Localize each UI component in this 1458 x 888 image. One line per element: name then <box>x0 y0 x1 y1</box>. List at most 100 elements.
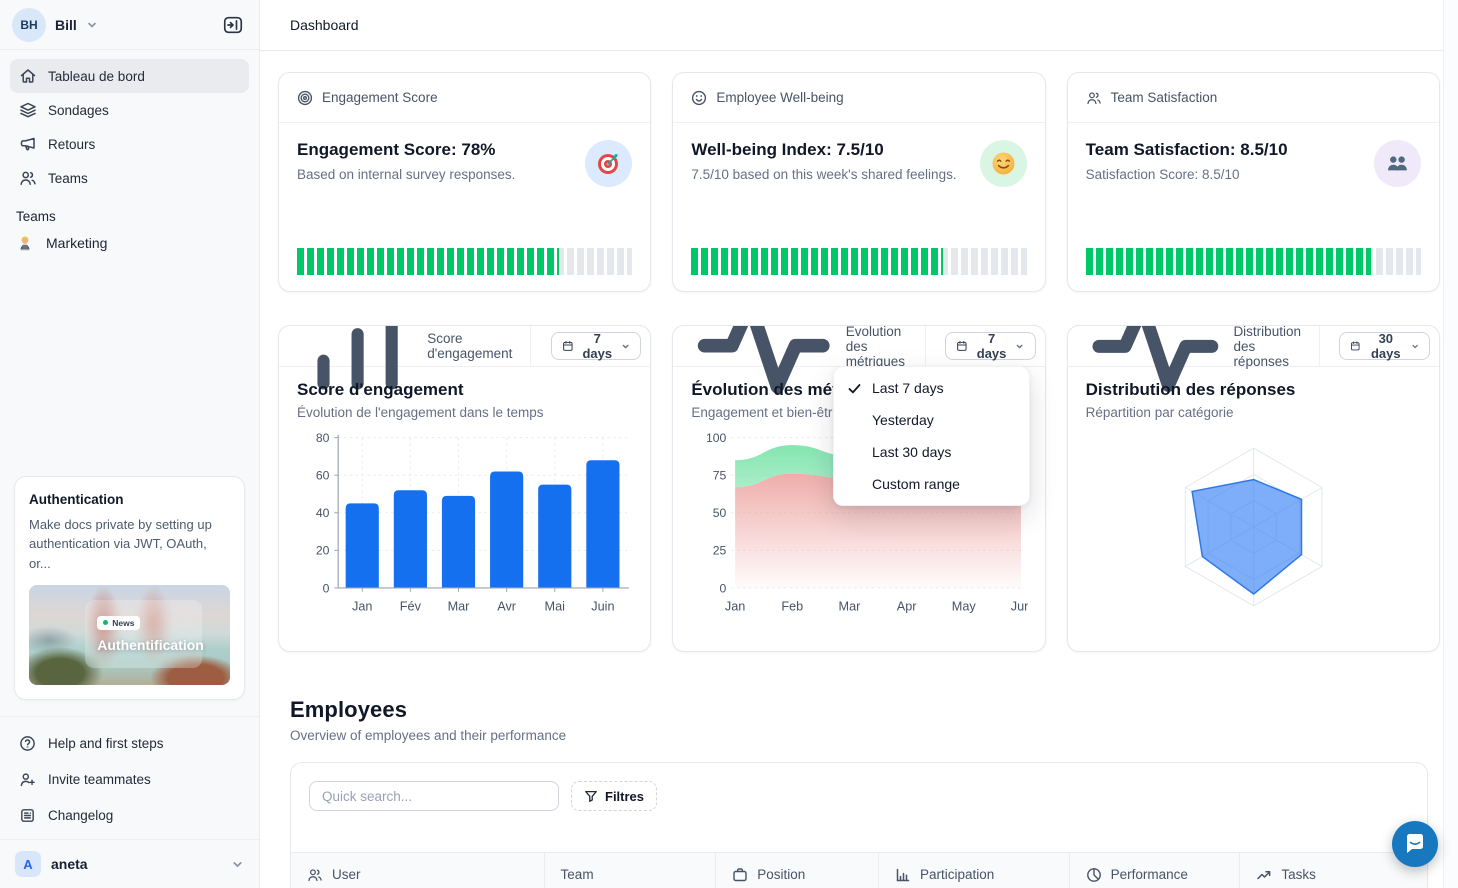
range-select-button[interactable]: 30 days <box>1339 331 1430 361</box>
users-icon <box>308 869 322 882</box>
sidebar-item-marketing[interactable]: Marketing <box>0 226 259 260</box>
promo-title: Authentication <box>29 491 124 507</box>
chart-card-distribution: Distribution des réponses 30 days Distri… <box>1066 325 1440 652</box>
employees-subtitle: Overview of employees and their performa… <box>290 728 567 743</box>
dart-target-icon <box>598 154 619 174</box>
range-select-button[interactable]: 7 days <box>550 331 642 361</box>
filters-button[interactable]: Filtres <box>571 781 658 811</box>
chat-bubble-icon <box>1407 834 1423 853</box>
menu-item-last-7-days[interactable]: Last 7 days <box>834 372 1029 404</box>
svg-text:Mar: Mar <box>839 599 862 613</box>
sidebar-item-invite-teammates[interactable]: Invite teammates <box>10 761 249 797</box>
stat-badge <box>1374 140 1421 187</box>
column-header-tasks[interactable]: Tasks <box>1239 853 1427 888</box>
smiling-face-icon <box>992 152 1015 175</box>
engagement-bar-chart: 0 20 40 60 80 Jan Fév Mar Avr Mai Juin <box>316 431 629 613</box>
news-badge: News <box>97 615 141 630</box>
svg-text:Mar: Mar <box>448 599 471 613</box>
chart-title: Distribution des réponses <box>1085 380 1296 399</box>
target-icon <box>297 90 313 105</box>
svg-text:Juin: Juin <box>591 599 614 613</box>
chart-subtitle: Répartition par catégorie <box>1085 405 1234 420</box>
sidebar-item-changelog[interactable]: Changelog <box>10 797 249 833</box>
search-input[interactable] <box>309 781 559 811</box>
chevron-down-icon <box>1412 344 1418 348</box>
svg-text:Mai: Mai <box>545 599 565 613</box>
page-title: Dashboard <box>290 17 359 33</box>
stat-card-engagement: Engagement Score Engagement Score: 78% B… <box>278 72 652 292</box>
svg-text:Jan: Jan <box>725 599 745 613</box>
help-circle-icon <box>20 735 35 751</box>
trend-up-icon <box>1257 871 1271 880</box>
column-header-position[interactable]: Position <box>715 853 878 888</box>
promo-image-overlay: News Authentification <box>85 600 204 668</box>
account-name: aneta <box>51 856 88 872</box>
topbar: Dashboard <box>260 0 1458 51</box>
column-header-user[interactable]: User <box>291 853 544 888</box>
sidebar-item-retours[interactable]: Retours <box>10 127 249 161</box>
panel-collapse-icon <box>223 16 243 33</box>
svg-text:May: May <box>952 599 977 613</box>
collapse-sidebar-button[interactable] <box>219 11 247 39</box>
progress-bar <box>691 248 1027 275</box>
promo-card-authentication[interactable]: Authentication Make docs private by sett… <box>14 475 245 700</box>
bar-chart-icon <box>896 868 910 882</box>
chart-card-header: Distribution des réponses <box>1233 325 1301 369</box>
filter-funnel-icon <box>585 790 597 802</box>
svg-text:80: 80 <box>316 431 330 445</box>
promo-image-title: Authentification <box>97 636 204 653</box>
sidebar-item-sondages[interactable]: Sondages <box>10 93 249 127</box>
workspace-name[interactable]: Bill <box>55 16 77 33</box>
smile-icon <box>692 90 707 105</box>
column-header-team[interactable]: Team <box>543 853 716 888</box>
svg-text:Apr: Apr <box>897 599 917 613</box>
stat-card-wellbeing: Employee Well-being Well-being Index: 7.… <box>672 72 1046 292</box>
briefcase-icon <box>733 868 747 882</box>
user-plus-icon <box>20 772 35 786</box>
svg-text:Jun: Jun <box>1011 599 1028 613</box>
chart-card-engagement: Score d'engagement 7 days Score d'engage… <box>278 325 652 652</box>
workspace-avatar[interactable]: BH <box>12 7 46 42</box>
stat-card-header: Engagement Score <box>322 90 438 105</box>
home-icon <box>20 69 36 83</box>
layers-icon <box>20 102 36 118</box>
menu-item-custom-range[interactable]: Custom range <box>872 476 960 492</box>
sidebar-item-help[interactable]: Help and first steps <box>10 725 249 761</box>
chat-launcher-button[interactable] <box>1392 821 1438 867</box>
employees-title: Employees <box>290 697 408 722</box>
promo-image: News Authentification <box>29 585 230 685</box>
sidebar-item-tableau-de-bord[interactable]: Tableau de bord <box>10 59 249 93</box>
table-header-row: User Team Position Participation Perform… <box>291 852 1427 888</box>
account-switcher[interactable]: A aneta <box>0 839 259 888</box>
svg-text:Jan: Jan <box>352 599 372 613</box>
technologist-avatar-icon <box>20 236 30 251</box>
footer-item-label: Changelog <box>48 807 114 823</box>
chevron-down-icon <box>622 344 629 348</box>
account-avatar: A <box>15 851 41 877</box>
svg-text:20: 20 <box>316 544 330 558</box>
stat-title: Well-being Index: 7.5/10 <box>691 140 884 159</box>
activity-icon <box>1092 326 1218 392</box>
menu-item-yesterday[interactable]: Yesterday <box>872 412 934 428</box>
pie-chart-icon <box>1086 868 1101 882</box>
stat-card-satisfaction: Team Satisfaction Team Satisfaction: 8.5… <box>1066 72 1440 292</box>
svg-text:75: 75 <box>713 469 727 483</box>
activity-icon <box>698 326 830 394</box>
progress-bar <box>297 248 633 275</box>
stat-subtitle: Based on internal survey responses. <box>297 167 516 182</box>
scrollbar-track[interactable] <box>1443 0 1458 888</box>
team-item-label: Marketing <box>46 235 108 251</box>
range-select-button[interactable]: 7 days <box>945 331 1036 361</box>
menu-item-last-30-days[interactable]: Last 30 days <box>872 444 952 460</box>
chart-subtitle: Évolution de l'engagement dans le temps <box>297 405 544 420</box>
column-header-participation[interactable]: Participation <box>877 853 1069 888</box>
news-dot-icon <box>103 620 109 625</box>
sidebar-item-teams[interactable]: Teams <box>10 161 249 195</box>
range-dropdown-menu: Last 7 days Yesterday Last 30 days Custo… <box>833 366 1030 506</box>
svg-text:60: 60 <box>316 469 330 483</box>
employees-table-card: Filtres User Team Position Participation… <box>290 762 1428 888</box>
column-header-performance[interactable]: Performance <box>1068 853 1240 888</box>
chart-card-header: Score d'engagement <box>427 331 513 361</box>
chart-subtitle: Engagement et bien-être <box>691 405 840 420</box>
users-icon <box>1086 91 1101 104</box>
